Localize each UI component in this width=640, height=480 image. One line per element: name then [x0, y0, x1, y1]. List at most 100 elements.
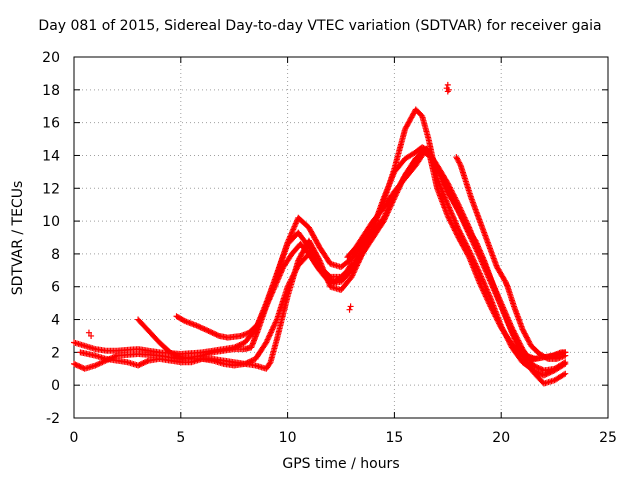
data-point-track-c	[135, 362, 142, 369]
data-point-track-f	[508, 327, 515, 334]
data-point-track-e	[206, 328, 213, 335]
data-point-track-e	[180, 317, 187, 324]
x-tick-label: 10	[279, 430, 297, 446]
data-point-track-f	[509, 328, 516, 335]
data-point-track-f	[512, 334, 519, 341]
data-point-track-e	[259, 311, 266, 318]
data-point-track-e	[257, 315, 264, 322]
data-point-track-d	[560, 360, 567, 367]
data-point-outliers	[88, 332, 95, 339]
data-point-track-c	[562, 370, 569, 377]
data-point-track-f	[507, 324, 514, 331]
plot-frame	[73, 56, 609, 419]
data-point-track-d	[168, 349, 175, 356]
data-point-track-a	[236, 341, 243, 348]
y-tick-label: 4	[51, 313, 60, 329]
data-point-track-f	[508, 325, 515, 332]
y-tick-label: 0	[51, 378, 60, 394]
data-point-track-b	[77, 363, 84, 370]
data-point-track-d	[531, 363, 538, 370]
y-tick-label: 6	[51, 280, 60, 296]
data-point-track-e	[257, 314, 264, 321]
data-point-track-e	[210, 330, 217, 337]
data-point-track-e	[205, 328, 212, 335]
data-point-track-d	[176, 353, 183, 360]
data-point-outliers	[85, 329, 92, 336]
data-point-track-e	[212, 331, 219, 338]
data-point-track-d	[169, 350, 176, 357]
data-point-track-d	[171, 351, 178, 358]
x-tick-label: 20	[492, 430, 510, 446]
data-point-track-d	[534, 364, 541, 371]
data-point-track-e	[209, 329, 216, 336]
data-point-track-f	[513, 336, 520, 343]
data-point-track-e	[256, 317, 263, 324]
y-tick-label: 10	[42, 214, 60, 230]
data-point-track-c	[143, 358, 150, 365]
data-point-track-e	[348, 260, 355, 267]
data-point-track-d	[167, 349, 174, 356]
x-tick-label: 0	[70, 430, 79, 446]
x-tick-label: 25	[599, 430, 617, 446]
y-tick-label: -2	[46, 411, 60, 427]
data-point-track-f	[513, 338, 520, 345]
data-point-track-e	[196, 323, 203, 330]
y-tick-label: 2	[51, 345, 60, 361]
y-tick-label: 8	[51, 247, 60, 263]
data-point-track-b	[79, 364, 86, 371]
data-point-track-d	[241, 360, 248, 367]
data-point-late-segment	[456, 160, 463, 167]
data-point-track-e	[254, 321, 261, 328]
y-axis-label: SDTVAR / TECUs	[10, 180, 26, 296]
data-point-track-f	[437, 170, 444, 177]
data-point-track-f	[510, 330, 517, 337]
chart-title: Day 081 of 2015, Sidereal Day-to-day VTE…	[38, 18, 602, 34]
data-point-track-d	[535, 364, 542, 371]
data-point-outliers	[346, 306, 353, 313]
data-point-track-c	[137, 361, 144, 368]
data-point-track-b	[76, 363, 83, 370]
data-point-track-d	[532, 363, 539, 370]
data-point-track-c	[136, 361, 143, 368]
data-point-track-e	[198, 324, 205, 331]
data-point-track-d	[173, 352, 180, 359]
data-point-track-c	[144, 358, 151, 365]
data-point-track-f	[511, 332, 518, 339]
data-point-track-e	[261, 307, 268, 314]
data-point-track-c	[266, 360, 273, 367]
data-point-track-b	[71, 360, 77, 367]
data-point-track-d	[247, 358, 254, 365]
data-point-track-e	[347, 262, 354, 269]
data-point-track-d	[248, 357, 255, 364]
data-point-track-c	[140, 360, 147, 367]
data-point-track-e	[259, 310, 266, 317]
data-point-track-d	[538, 366, 545, 373]
data-point-late-segment	[543, 355, 550, 362]
data-point-track-f	[510, 331, 517, 338]
data-point-track-d	[243, 360, 250, 367]
data-point-track-d	[249, 357, 256, 364]
data-point-track-d	[244, 359, 251, 366]
data-point-outliers	[444, 81, 451, 88]
data-point-track-e	[204, 327, 211, 334]
data-point-track-e	[202, 326, 209, 333]
data-point-track-e	[256, 318, 263, 325]
data-point-track-e	[213, 331, 220, 338]
data-point-track-e	[262, 304, 269, 311]
y-tick-label: 14	[42, 148, 60, 164]
y-tick-label: 12	[42, 181, 60, 197]
y-tick-label: 20	[42, 50, 60, 66]
data-point-track-d	[175, 353, 182, 360]
data-point-outliers	[347, 303, 354, 310]
data-point-track-f	[506, 323, 513, 330]
data-point-track-e	[197, 324, 204, 331]
data-point-track-e	[194, 323, 201, 330]
data-point-track-c	[141, 359, 148, 366]
data-point-outliers	[444, 88, 451, 95]
data-point-track-d	[536, 365, 543, 372]
data-point-track-e	[258, 313, 265, 320]
data-point-track-e	[200, 325, 207, 332]
data-point-track-e	[261, 306, 268, 313]
x-tick-label: 5	[176, 430, 185, 446]
